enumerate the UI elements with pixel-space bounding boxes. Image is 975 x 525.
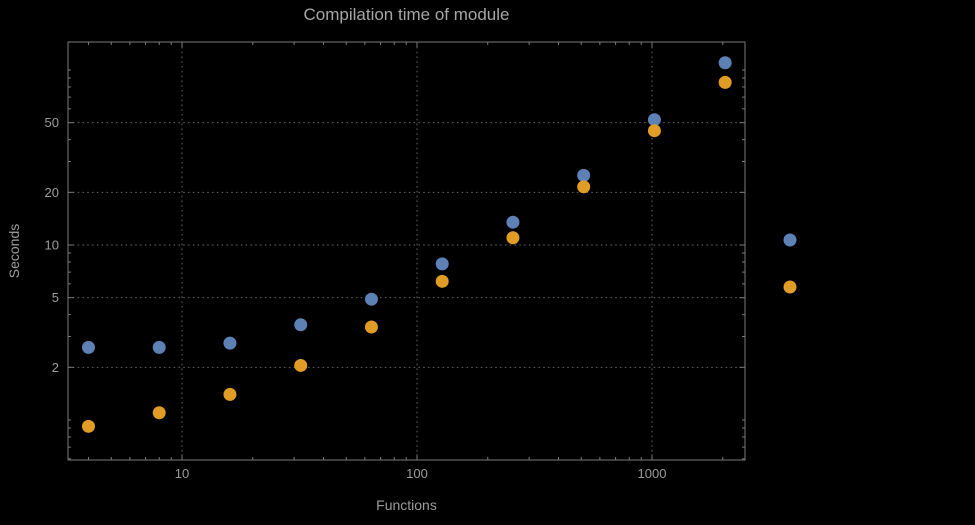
ticks-layer — [68, 42, 745, 460]
data-point — [81, 340, 95, 354]
grid-layer — [68, 42, 745, 460]
data-point — [506, 231, 520, 245]
data-point — [81, 419, 95, 433]
data-point — [647, 113, 661, 127]
data-point — [223, 336, 237, 350]
y-tick-label: 20 — [45, 185, 59, 200]
x-axis-title: Functions — [376, 497, 437, 513]
legend-marker — [783, 280, 797, 294]
data-point — [647, 124, 661, 138]
x-tick-label: 10 — [175, 466, 189, 481]
y-tick-label: 50 — [45, 115, 59, 130]
data-point — [294, 358, 308, 372]
series-2-points — [81, 75, 732, 433]
data-point — [364, 320, 378, 334]
x-tick-label: 100 — [406, 466, 428, 481]
data-point — [577, 168, 591, 182]
data-point — [364, 292, 378, 306]
data-point — [152, 406, 166, 420]
data-point — [294, 318, 308, 332]
data-point — [223, 387, 237, 401]
y-axis-title: Seconds — [6, 223, 22, 279]
series-1-points — [81, 56, 732, 354]
data-point — [718, 56, 732, 70]
chart-title: Compilation time of module — [303, 5, 510, 24]
data-point — [435, 257, 449, 271]
y-tick-label: 2 — [52, 360, 59, 375]
data-point — [577, 180, 591, 194]
legend-marker — [783, 233, 797, 247]
x-tick-label: 1000 — [638, 466, 667, 481]
data-point — [506, 215, 520, 229]
data-point — [152, 340, 166, 354]
y-tick-label: 5 — [52, 290, 59, 305]
data-point — [435, 274, 449, 288]
tick-labels: 10 100 1000 2 5 10 20 50 — [45, 115, 667, 481]
plot-frame — [67, 41, 746, 461]
data-point — [718, 75, 732, 89]
y-tick-label: 10 — [45, 238, 59, 253]
